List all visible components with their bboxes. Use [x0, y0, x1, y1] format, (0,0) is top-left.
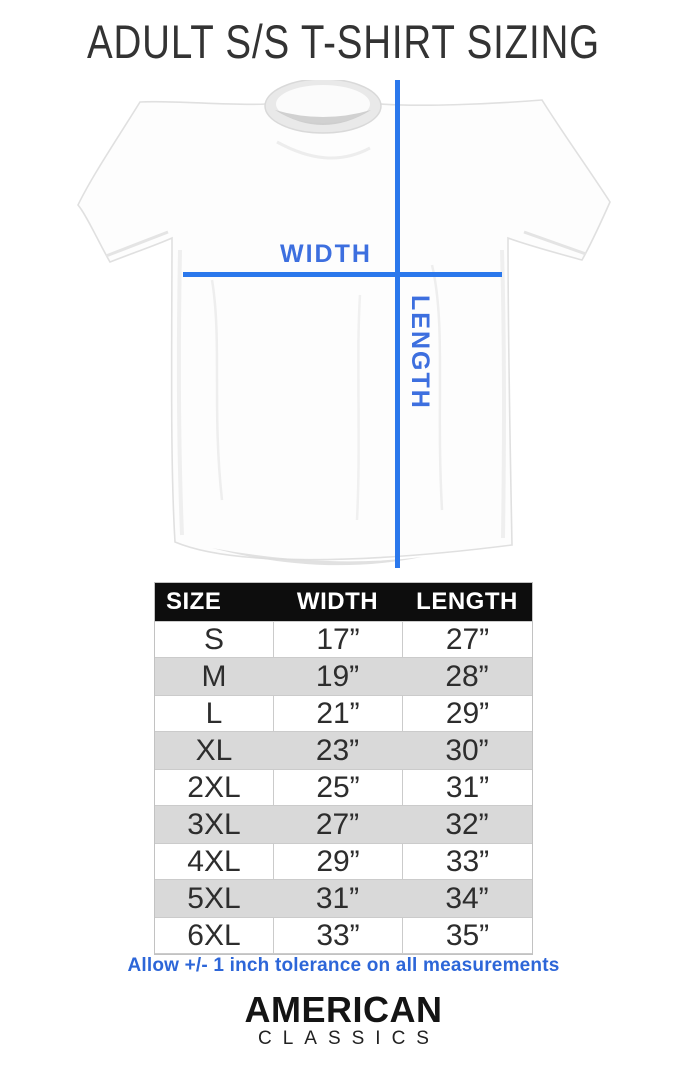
table-row: S 17” 27”: [155, 621, 532, 658]
width-cell: 17”: [273, 622, 402, 657]
size-cell: 3XL: [187, 807, 241, 841]
table-row: XL 23” 30”: [155, 732, 532, 769]
size-chart-header-row: SIZE WIDTH LENGTH: [155, 583, 532, 621]
size-cell: 5XL: [187, 881, 241, 915]
length-cell: 33”: [402, 844, 532, 879]
size-cell: S: [203, 622, 224, 656]
length-measure-line: [395, 80, 400, 568]
width-cell: 29”: [273, 844, 402, 879]
table-row: 4XL 29” 33”: [155, 843, 532, 880]
size-cell: M: [201, 659, 227, 693]
header-width: WIDTH: [296, 588, 379, 615]
size-cell: 4XL: [187, 844, 241, 878]
width-measure-line: [183, 272, 502, 277]
size-cell: 6XL: [187, 918, 241, 952]
length-cell: 30”: [445, 733, 489, 767]
width-cell: 21”: [273, 696, 402, 731]
width-cell: 19”: [315, 659, 360, 693]
brand-subname: CLASSICS: [258, 1028, 440, 1049]
tolerance-note: Allow +/- 1 inch tolerance on all measur…: [127, 955, 560, 976]
brand-logo: AMERICAN CLASSICS: [0, 992, 687, 1049]
brand-name: AMERICAN: [244, 989, 443, 1030]
table-row: L 21” 29”: [155, 695, 532, 732]
header-size: SIZE: [166, 588, 222, 615]
length-cell: 28”: [445, 659, 489, 693]
tshirt-measurement-diagram: WIDTH LENGTH: [62, 80, 624, 572]
header-length: LENGTH: [416, 588, 518, 615]
width-cell: 23”: [315, 733, 360, 767]
table-row: 5XL 31” 34”: [155, 880, 532, 917]
table-row: 2XL 25” 31”: [155, 769, 532, 806]
size-cell: L: [205, 696, 223, 730]
length-cell: 29”: [402, 696, 532, 731]
width-cell: 25”: [273, 770, 402, 805]
size-cell: XL: [195, 733, 233, 767]
length-cell: 35”: [402, 918, 532, 953]
tshirt-graphic: [77, 80, 611, 566]
table-row: M 19” 28”: [155, 658, 532, 695]
width-cell: 31”: [315, 881, 360, 915]
length-cell: 32”: [445, 807, 489, 841]
width-cell: 33”: [273, 918, 402, 953]
length-cell: 27”: [402, 622, 532, 657]
length-cell: 34”: [445, 881, 489, 915]
size-chart-table: SIZE WIDTH LENGTH S 17” 27” M 19” 28” L …: [154, 582, 533, 955]
length-cell: 31”: [402, 770, 532, 805]
table-row: 3XL 27” 32”: [155, 806, 532, 843]
width-cell: 27”: [315, 807, 360, 841]
length-label: LENGTH: [406, 295, 434, 410]
width-label: WIDTH: [280, 240, 372, 268]
size-cell: 2XL: [187, 770, 241, 804]
page-title: ADULT S/S T-SHIRT SIZING: [87, 15, 600, 68]
table-row: 6XL 33” 35”: [155, 917, 532, 954]
